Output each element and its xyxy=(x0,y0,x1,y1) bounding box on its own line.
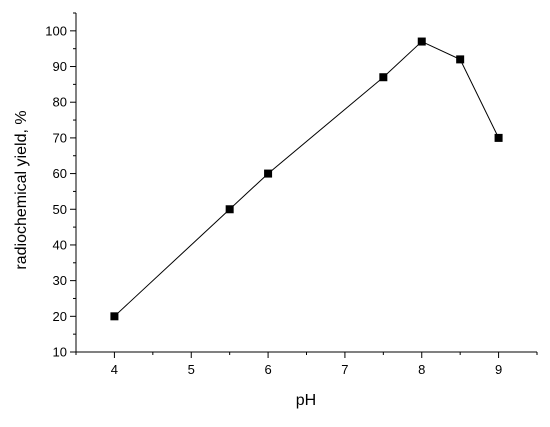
data-point-marker xyxy=(456,55,465,64)
x-tick-label: 6 xyxy=(264,362,271,377)
series-line xyxy=(114,40,500,317)
x-tick-label: 9 xyxy=(495,362,502,377)
y-tick-label: 90 xyxy=(53,59,67,74)
series xyxy=(110,37,503,321)
ticks: 4 5 6 7 8 9 10 20 30 40 50 60 70 80 90 100 xyxy=(45,12,538,377)
y-axis-title: radiochemical yield, % xyxy=(13,110,30,269)
data-point-marker xyxy=(225,205,234,214)
y-tick-label: 50 xyxy=(53,202,67,217)
y-tick-label: 30 xyxy=(53,273,67,288)
axes xyxy=(75,13,537,353)
data-point-marker xyxy=(379,73,388,82)
y-tick-label: 60 xyxy=(53,166,67,181)
y-tick-label: 70 xyxy=(53,130,67,145)
y-tick-label: 100 xyxy=(45,23,67,38)
x-tick-label: 8 xyxy=(418,362,425,377)
x-axis-title: pH xyxy=(296,392,316,409)
y-tick-label: 10 xyxy=(53,345,67,360)
data-point-marker xyxy=(110,312,119,321)
x-tick-label: 7 xyxy=(341,362,348,377)
data-point-marker xyxy=(264,169,273,178)
y-tick-label: 80 xyxy=(53,95,67,110)
x-tick-label: 5 xyxy=(188,362,195,377)
data-point-marker xyxy=(494,133,503,142)
x-tick-label: 4 xyxy=(111,362,118,377)
data-point-marker xyxy=(417,37,426,46)
y-tick-label: 20 xyxy=(53,309,67,324)
y-tick-label: 40 xyxy=(53,237,67,252)
